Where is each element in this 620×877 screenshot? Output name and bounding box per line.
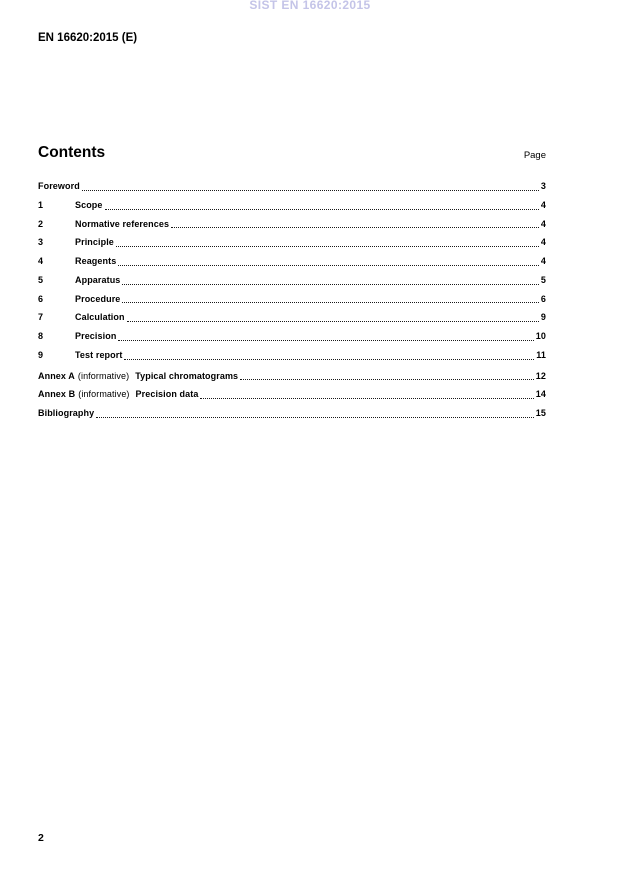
toc-entry-page: 6 [540, 293, 546, 304]
toc-entry-title: Procedure [75, 293, 121, 304]
toc-entry-number: 8 [38, 331, 44, 341]
toc-entry-number: 9 [38, 349, 44, 360]
dot-leader [115, 246, 539, 247]
toc-entry-number: 5 [38, 274, 44, 285]
toc-entry-title: Bibliography [38, 408, 95, 418]
dot-leader [200, 398, 534, 399]
toc-entry-page: 12 [535, 370, 546, 381]
toc-entry-page: 4 [540, 256, 546, 266]
toc-entry-title: Principle [75, 237, 114, 248]
toc-entry-annex-a: Annex A (informative) Typical chromatogr… [38, 367, 546, 386]
toc-entry-page: 3 [540, 181, 546, 191]
toc-entry-page: 5 [540, 274, 546, 285]
toc-entry-title: Normative references [75, 218, 170, 229]
toc-entry-annex-b: Annex B (informative) Precision data 14 [38, 385, 546, 404]
toc-entry-title: Typical chromatograms [135, 370, 239, 381]
dot-leader [104, 208, 539, 210]
dot-leader [124, 358, 535, 360]
toc-entry-normative-references: 2 Normative references 4 [38, 215, 546, 234]
toc-entry-calculation: 7 Calculation 9 [38, 308, 546, 327]
dot-leader [126, 321, 539, 322]
toc-entry-title: Apparatus [75, 274, 121, 285]
watermark-header: SIST EN 16620:2015 [249, 0, 371, 12]
toc-entry-page: 9 [540, 312, 546, 323]
document-reference: EN 16620:2015 (E) [38, 32, 138, 44]
dot-leader [122, 283, 539, 285]
contents-heading: Contents [38, 144, 106, 161]
toc-entry-page: 4 [540, 237, 546, 248]
toc-entry-scope: 1 Scope 4 [38, 196, 546, 215]
toc-entry-annex-label: Annex A [38, 370, 75, 381]
toc-entry-number: 3 [38, 237, 44, 248]
toc-entry-annex-type: (informative) [77, 370, 130, 381]
toc-entry-number: 7 [38, 312, 44, 323]
toc-entry-title: Precision [75, 331, 117, 341]
dot-leader [240, 379, 534, 381]
toc-entry-title: Scope [75, 199, 103, 210]
dot-leader [96, 416, 534, 418]
toc-entry-foreword: Foreword 3 [38, 177, 546, 196]
dot-leader [81, 189, 539, 191]
toc-entry-title: Reagents [75, 256, 117, 266]
toc-entry-apparatus: 5 Apparatus 5 [38, 271, 546, 290]
dot-leader [118, 339, 534, 341]
dot-leader [122, 302, 539, 304]
dot-leader [118, 264, 539, 266]
toc-entry-reagents: 4 Reagents 4 [38, 252, 546, 271]
toc-entry-page: 4 [540, 218, 546, 229]
table-of-contents: Foreword 3 1 Scope 4 2 Normative referen… [38, 177, 546, 423]
toc-entry-precision: 8 Precision 10 [38, 327, 546, 346]
toc-entry-title: Calculation [75, 312, 125, 323]
toc-entry-procedure: 6 Procedure 6 [38, 290, 546, 309]
toc-entry-principle: 3 Principle 4 [38, 233, 546, 252]
toc-entry-title: Test report [75, 349, 123, 360]
toc-entry-page: 4 [540, 199, 546, 210]
toc-entry-title: Precision data [135, 389, 199, 400]
toc-entry-page: 10 [535, 331, 546, 341]
toc-entry-title: Foreword [38, 181, 80, 191]
toc-entry-bibliography: Bibliography 15 [38, 404, 546, 423]
toc-entry-number: 1 [38, 199, 44, 210]
page-number: 2 [38, 832, 44, 844]
toc-entry-annex-label: Annex B [38, 389, 76, 400]
toc-entry-annex-type: (informative) [78, 389, 130, 400]
toc-entry-number: 6 [38, 293, 44, 304]
toc-entry-page: 15 [535, 408, 546, 418]
page-column-label: Page [523, 150, 546, 161]
toc-entry-page: 11 [536, 349, 546, 360]
toc-entry-number: 4 [38, 256, 44, 266]
dot-leader [171, 227, 539, 229]
toc-entry-page: 14 [535, 389, 546, 400]
toc-entry-test-report: 9 Test report 11 [38, 346, 546, 365]
toc-entry-number: 2 [38, 218, 44, 229]
